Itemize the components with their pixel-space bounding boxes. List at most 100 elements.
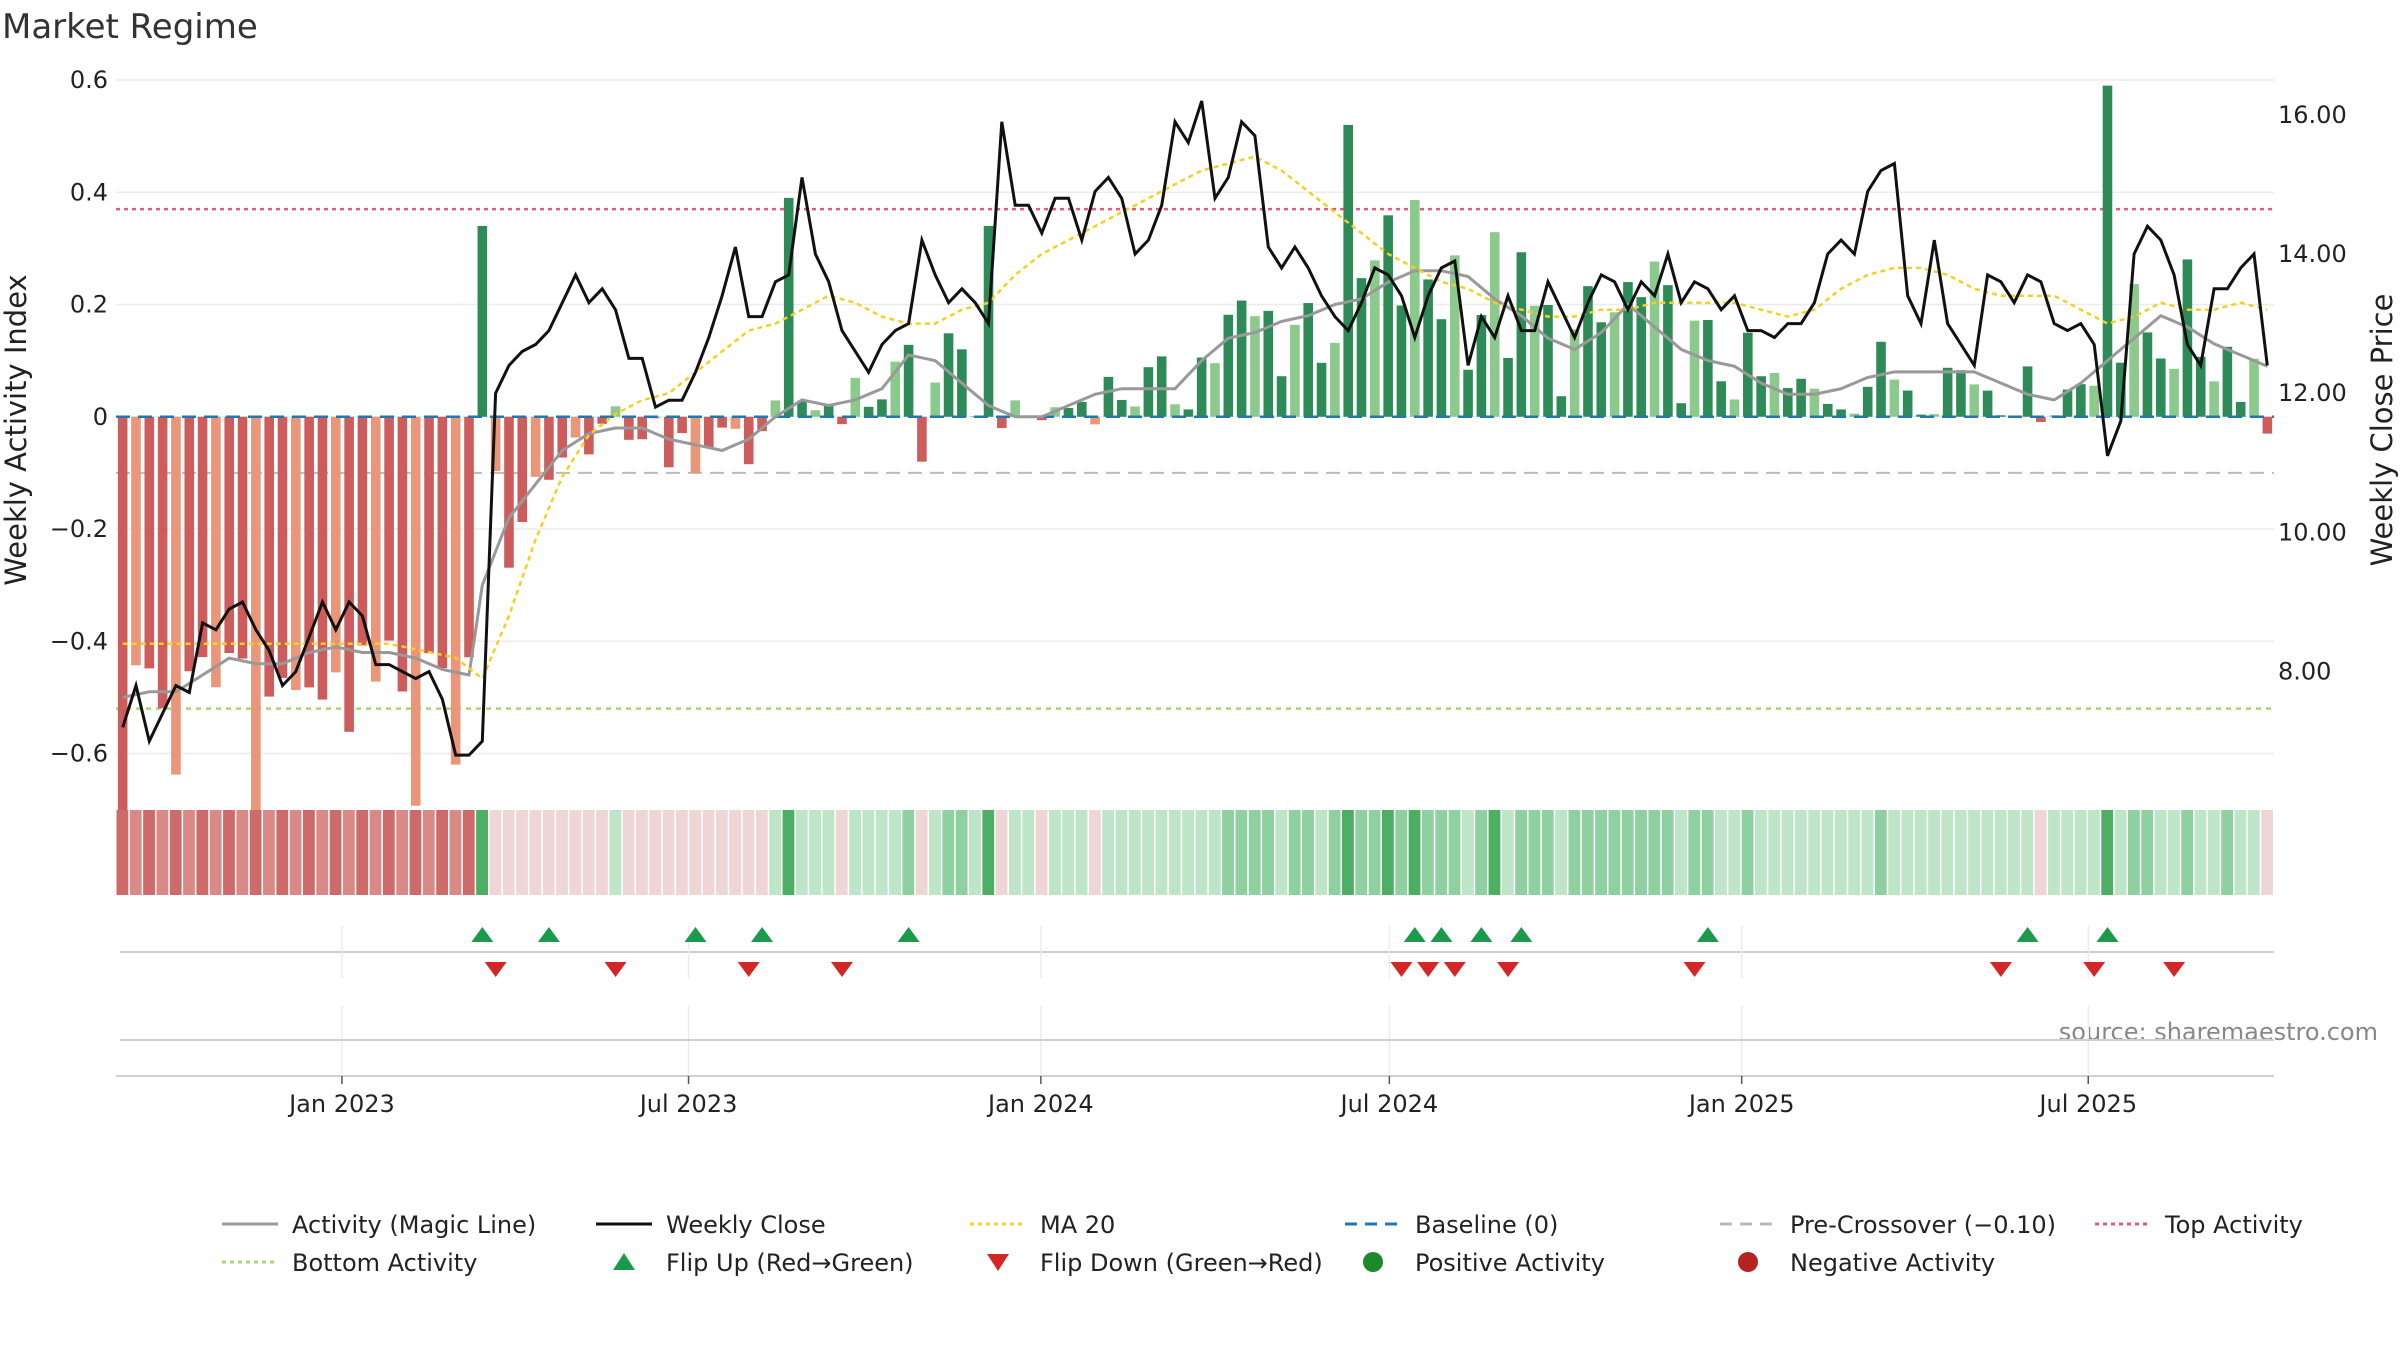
regime-cell bbox=[1715, 810, 1727, 895]
y2-tick-label: 10.00 bbox=[2278, 518, 2347, 546]
activity-bar bbox=[1250, 316, 1260, 417]
regime-cell bbox=[2207, 810, 2220, 895]
regime-cell bbox=[622, 810, 635, 895]
activity-bar bbox=[1076, 401, 1087, 417]
legend-item: Top Activity bbox=[2095, 1211, 2303, 1239]
legend-label: Baseline (0) bbox=[1415, 1211, 1558, 1239]
regime-cell bbox=[2061, 810, 2074, 895]
activity-bar bbox=[1796, 378, 1806, 417]
regime-cell bbox=[422, 810, 435, 895]
regime-cell bbox=[675, 810, 688, 895]
activity-bar bbox=[1636, 297, 1647, 417]
regime-cell bbox=[1675, 810, 1687, 895]
y-axis-title: Weekly Activity Index bbox=[0, 274, 33, 585]
regime-cell bbox=[1235, 810, 1248, 895]
legend-item: MA 20 bbox=[970, 1211, 1115, 1239]
legend-label: Top Activity bbox=[2164, 1211, 2303, 1239]
activity-bar bbox=[863, 406, 874, 417]
legend-item: Positive Activity bbox=[1363, 1249, 1605, 1277]
regime-cell bbox=[662, 810, 675, 895]
chart-title: Market Regime bbox=[2, 7, 258, 47]
flip-down-marker bbox=[1417, 962, 1440, 977]
activity-bar bbox=[557, 416, 568, 458]
regime-cell bbox=[582, 810, 595, 895]
activity-bar bbox=[1489, 232, 1500, 417]
activity-bar bbox=[490, 416, 501, 472]
regime-cell bbox=[1115, 810, 1128, 895]
activity-bar bbox=[2102, 85, 2113, 417]
regime-cell bbox=[1395, 810, 1408, 895]
regime-cell bbox=[1821, 810, 1834, 895]
regime-cell bbox=[1102, 810, 1115, 895]
activity-bar bbox=[1956, 370, 1966, 417]
activity-bar bbox=[2089, 385, 2099, 417]
activity-bar bbox=[2209, 381, 2219, 417]
activity-bar bbox=[783, 197, 794, 417]
legend: Activity (Magic Line) Weekly Close MA 20 Ba… bbox=[222, 1211, 2303, 1277]
activity-bar bbox=[877, 399, 887, 417]
regime-cell bbox=[1035, 810, 1048, 895]
regime-cell bbox=[1688, 810, 1701, 895]
activity-bar bbox=[1396, 305, 1407, 417]
activity-bar bbox=[397, 416, 408, 692]
regime-cell bbox=[596, 810, 608, 895]
flip-marker-panel bbox=[120, 926, 2274, 978]
activity-bar bbox=[264, 416, 274, 697]
flip-up-marker bbox=[1696, 927, 1719, 942]
activity-bar bbox=[1609, 312, 1620, 417]
regime-strip bbox=[116, 810, 2273, 895]
flip-down-marker bbox=[484, 962, 507, 977]
regime-cell bbox=[1088, 810, 1101, 895]
regime-cell bbox=[1648, 810, 1661, 895]
y-tick-label: 0 bbox=[93, 403, 108, 431]
regime-cell bbox=[116, 810, 129, 895]
regime-cell bbox=[1448, 810, 1461, 895]
flip-up-marker bbox=[1403, 927, 1426, 942]
activity-bar bbox=[157, 416, 168, 709]
y-tick-label: −0.4 bbox=[50, 627, 108, 655]
regime-cell bbox=[729, 810, 742, 895]
activity-bar bbox=[131, 416, 141, 666]
regime-cell bbox=[1048, 810, 1061, 895]
activity-bar bbox=[1410, 200, 1420, 417]
regime-cell bbox=[915, 810, 928, 895]
activity-bar bbox=[2022, 366, 2033, 417]
regime-cell bbox=[143, 810, 155, 895]
regime-cell bbox=[2247, 810, 2260, 895]
regime-cell bbox=[955, 810, 968, 895]
weekly-close-line bbox=[121, 100, 2269, 757]
regime-cell bbox=[2074, 810, 2087, 895]
x-tick-label: Jul 2023 bbox=[638, 1090, 738, 1118]
activity-bar bbox=[1663, 285, 1673, 417]
activity-bar bbox=[1889, 379, 1900, 417]
regime-cell bbox=[2261, 810, 2273, 895]
activity-bar bbox=[1290, 324, 1300, 417]
regime-cell bbox=[223, 810, 235, 895]
activity-bar bbox=[1689, 320, 1700, 417]
activity-bar bbox=[1276, 376, 1287, 417]
activity-bar bbox=[1170, 404, 1180, 417]
regime-cell bbox=[1062, 810, 1075, 895]
flip-down-marker bbox=[1683, 962, 1706, 977]
regime-cell bbox=[156, 810, 169, 895]
legend-swatch bbox=[1363, 1252, 1383, 1272]
activity-bar bbox=[1583, 286, 1593, 417]
source-credit: source: sharemaestro.com bbox=[2059, 1018, 2378, 1046]
activity-bar bbox=[144, 416, 155, 669]
regime-cell bbox=[822, 810, 835, 895]
activity-bar bbox=[1929, 414, 1940, 417]
activity-bar bbox=[1849, 413, 1860, 417]
regime-cell bbox=[1941, 810, 1954, 895]
activity-bar bbox=[1436, 319, 1447, 417]
flip-up-marker bbox=[1510, 927, 1533, 942]
activity-bar bbox=[2155, 358, 2166, 417]
activity-bar bbox=[770, 400, 781, 417]
y2-axis-title: Weekly Close Price bbox=[2365, 294, 2399, 567]
y-tick-label: −0.6 bbox=[50, 740, 108, 768]
flip-down-marker bbox=[1390, 962, 1413, 977]
activity-bar bbox=[890, 361, 901, 417]
regime-cell bbox=[1022, 810, 1035, 895]
date-axis-panel: Jan 2023 Jul 2023 Jan 2024 Jul 2024 Jan 2025… bbox=[116, 1006, 2274, 1118]
activity-bar bbox=[2142, 332, 2153, 417]
activity-bar bbox=[1343, 124, 1353, 417]
